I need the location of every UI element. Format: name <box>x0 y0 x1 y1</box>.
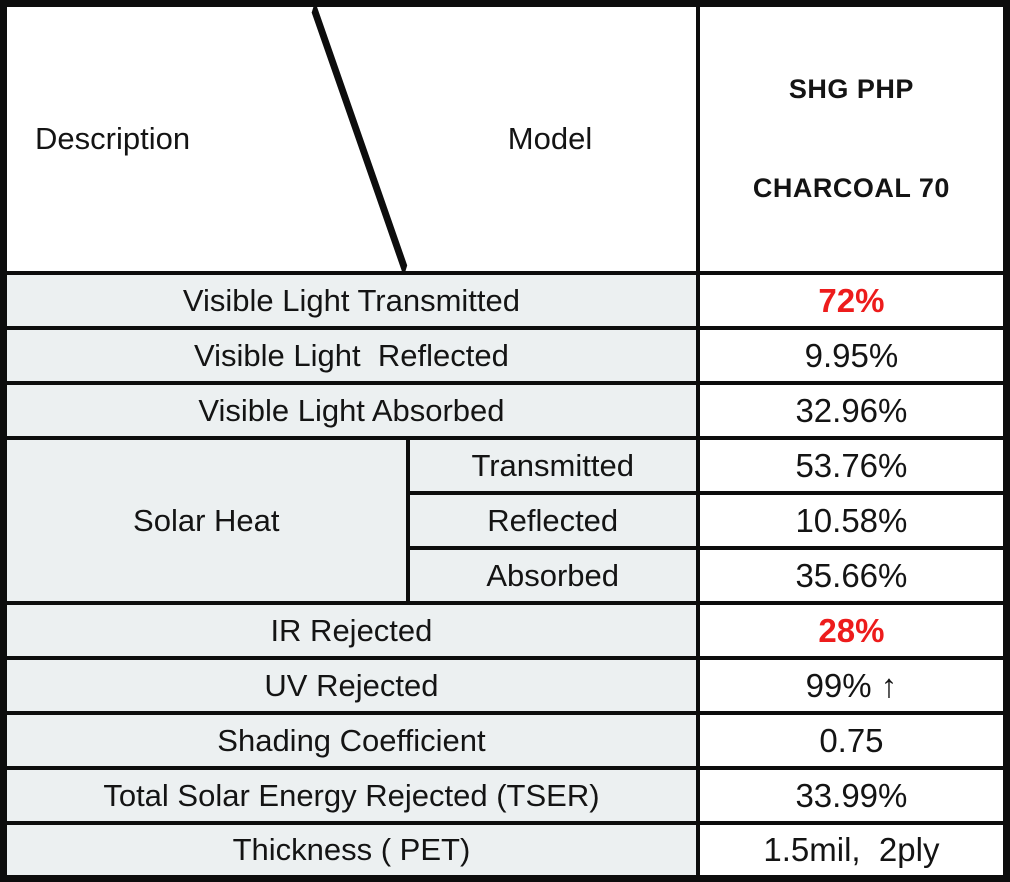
row-label: Visible Light Absorbed <box>1 381 700 440</box>
model-name-line2: CHARCOAL 70 <box>752 173 950 203</box>
row-value: 33.99% <box>695 766 1009 825</box>
row-sublabel: Absorbed <box>405 546 700 605</box>
row-group-label: Solar Heat <box>1 436 410 605</box>
header-description-model-cell: Description Model <box>1 1 700 275</box>
row-value: 10.58% <box>695 491 1009 550</box>
table-row: Thickness ( PET) 1.5mil, 2ply <box>1 821 1009 880</box>
table-row: Reflected 10.58% <box>4 491 1009 550</box>
table-row: Absorbed 35.66% <box>4 546 1009 605</box>
row-value: 35.66% <box>695 546 1009 605</box>
row-label: Visible Light Transmitted <box>1 271 700 330</box>
table-row: Solar Heat Transmitted 53.76% <box>1 436 1009 605</box>
row-label: UV Rejected <box>1 656 700 715</box>
row-sublabel: Reflected <box>405 491 700 550</box>
row-value: 28% <box>695 601 1009 660</box>
table-row: Shading Coefficient 0.75 <box>1 711 1009 770</box>
model-name-line1: SHG PHP <box>788 74 914 104</box>
table-header-row: Description Model SHG PHP CHARCOAL 70 <box>1 1 1009 275</box>
table-row: UV Rejected 99% ↑ <box>1 656 1009 715</box>
row-value: 32.96% <box>695 381 1009 440</box>
table-row: IR Rejected 28% <box>1 601 1009 660</box>
row-value: 9.95% <box>695 326 1009 385</box>
table-row: Total Solar Energy Rejected (TSER) 33.99… <box>1 766 1009 825</box>
header-description-label: Description <box>35 121 191 156</box>
row-label: Total Solar Energy Rejected (TSER) <box>1 766 700 825</box>
row-value: 53.76% <box>695 436 1009 495</box>
row-label: Shading Coefficient <box>1 711 700 770</box>
table-row: Visible Light Transmitted 72% <box>1 271 1009 330</box>
row-label: IR Rejected <box>1 601 700 660</box>
row-label: Thickness ( PET) <box>1 821 700 880</box>
row-label: Visible Light Reflected <box>1 326 700 385</box>
diagonal-divider-line <box>311 7 408 270</box>
row-value: 0.75 <box>695 711 1009 770</box>
row-value: 72% <box>695 271 1009 330</box>
row-sublabel: Transmitted <box>405 436 700 495</box>
row-value: 99% ↑ <box>695 656 1009 715</box>
model-name-cell: SHG PHP CHARCOAL 70 <box>695 1 1009 275</box>
table-row: Visible Light Absorbed 32.96% <box>1 381 1009 440</box>
table-row: Visible Light Reflected 9.95% <box>1 326 1009 385</box>
header-model-label: Model <box>507 121 593 156</box>
row-value: 1.5mil, 2ply <box>695 821 1009 880</box>
